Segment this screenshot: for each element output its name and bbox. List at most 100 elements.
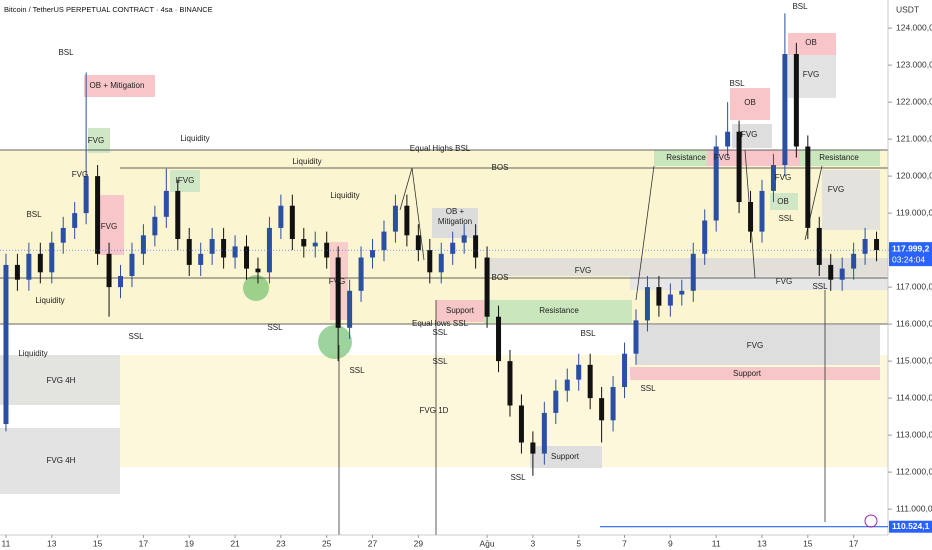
- ob-box: [432, 208, 478, 238]
- candle-body: [862, 239, 868, 254]
- annotation: SSL: [432, 328, 448, 337]
- candle-body: [347, 290, 353, 328]
- annotation: Liquidity: [180, 134, 209, 143]
- candle-body: [690, 253, 696, 291]
- y-tick-label: 120.000,0: [896, 170, 932, 180]
- annotation: SSL: [349, 366, 365, 375]
- x-tick-label: 11: [712, 538, 721, 548]
- axes: Bitcoin / TetherUS PERPETUAL CONTRACT · …: [0, 4, 932, 548]
- x-tick-label: 19: [185, 538, 195, 548]
- annotation: IFVG: [176, 176, 195, 185]
- y-tick-label: 112.000,0: [896, 466, 932, 476]
- arrow-line: [635, 165, 655, 301]
- annotation: SSL: [267, 323, 283, 332]
- annotation: Resistance: [539, 306, 579, 315]
- candle-body: [656, 287, 662, 306]
- x-tick-label: 29: [414, 538, 424, 548]
- candle-body: [828, 264, 834, 280]
- candle-body: [186, 239, 192, 265]
- candle-body: [816, 227, 822, 265]
- candle-body: [748, 202, 754, 232]
- ob-box: [730, 88, 770, 120]
- annotation: SSL: [510, 473, 526, 482]
- annotation: BOS: [492, 163, 509, 172]
- candle-body: [736, 131, 742, 203]
- candle-body: [507, 361, 513, 406]
- annotation: Liquidity: [18, 349, 47, 358]
- candles: [3, 13, 880, 476]
- fvg-box: [822, 170, 880, 230]
- candle-body: [83, 176, 89, 214]
- annotation: BSL: [792, 2, 808, 11]
- candle-body: [358, 257, 364, 291]
- candle-body: [793, 54, 799, 147]
- x-tick-label: 21: [230, 538, 240, 548]
- annotation: Liquidity: [330, 191, 359, 200]
- candle-body: [312, 242, 318, 247]
- support-box: [630, 367, 880, 380]
- candle-body: [713, 146, 719, 221]
- candle-body: [725, 131, 731, 147]
- annotation: OB + Mitigation: [90, 81, 145, 90]
- price-label: 110.524,1: [892, 521, 930, 531]
- candle-body: [209, 239, 215, 254]
- annotation: FVG: [714, 153, 730, 162]
- candle-body: [255, 268, 261, 273]
- candle-body: [851, 253, 857, 269]
- candle-body: [450, 242, 456, 254]
- candle-body: [610, 387, 616, 421]
- y-tick-label: 117.000,0: [896, 281, 932, 291]
- candle-body: [278, 205, 284, 228]
- candle-body: [484, 257, 490, 317]
- annotation: FVG: [803, 70, 819, 79]
- alert-icon[interactable]: [864, 514, 878, 528]
- candle-body: [599, 398, 605, 421]
- x-tick-label: 7: [622, 538, 627, 548]
- candle-body: [266, 227, 272, 273]
- candle-body: [175, 190, 181, 240]
- x-tick-label: 17: [849, 538, 859, 548]
- candle-body: [335, 257, 341, 328]
- annotations: BSL OB + Mitigation FVG FVG BSL FVG Liquidity S…: [18, 2, 859, 482]
- arrow-line: [399, 167, 413, 211]
- candle-body: [140, 235, 146, 254]
- candle-body: [26, 253, 32, 280]
- candle-body: [106, 253, 112, 288]
- resistance-box: [654, 150, 707, 166]
- candle-body: [667, 294, 673, 306]
- annotation: FVG: [88, 136, 104, 145]
- candle-body: [438, 253, 444, 273]
- annotation: FVG: [776, 277, 792, 286]
- candle-body: [301, 239, 307, 247]
- x-tick-label: 17: [139, 538, 149, 548]
- y-tick-label: 122.000,0: [896, 96, 932, 106]
- annotation: FVG: [747, 341, 763, 350]
- fvg-4h-box: [0, 355, 120, 405]
- candle-body: [541, 412, 547, 454]
- annotation: BSL: [26, 210, 42, 219]
- candle-body: [392, 205, 398, 232]
- annotation: OB: [777, 197, 789, 206]
- fvg-box: [636, 325, 880, 365]
- candle-body: [72, 213, 78, 228]
- x-tick-label: 13: [757, 538, 767, 548]
- y-tick-label: 114.000,0: [896, 392, 932, 402]
- candle-body: [518, 405, 524, 443]
- candle-body: [3, 264, 9, 425]
- ob-box: [770, 193, 798, 210]
- x-tick-label: 23: [276, 538, 286, 548]
- axis-unit: USDT: [896, 4, 919, 14]
- support-box: [436, 300, 484, 322]
- annotation: SSL: [778, 214, 794, 223]
- candle-body: [324, 242, 330, 258]
- candle-body: [60, 227, 66, 243]
- y-tick-label: 113.000,0: [896, 429, 932, 439]
- ob-box: [84, 75, 155, 97]
- candle-body: [427, 250, 433, 273]
- annotation: OB +: [446, 207, 465, 216]
- candle-body: [587, 364, 593, 399]
- candle-body: [95, 176, 101, 254]
- arrow-line: [411, 167, 425, 261]
